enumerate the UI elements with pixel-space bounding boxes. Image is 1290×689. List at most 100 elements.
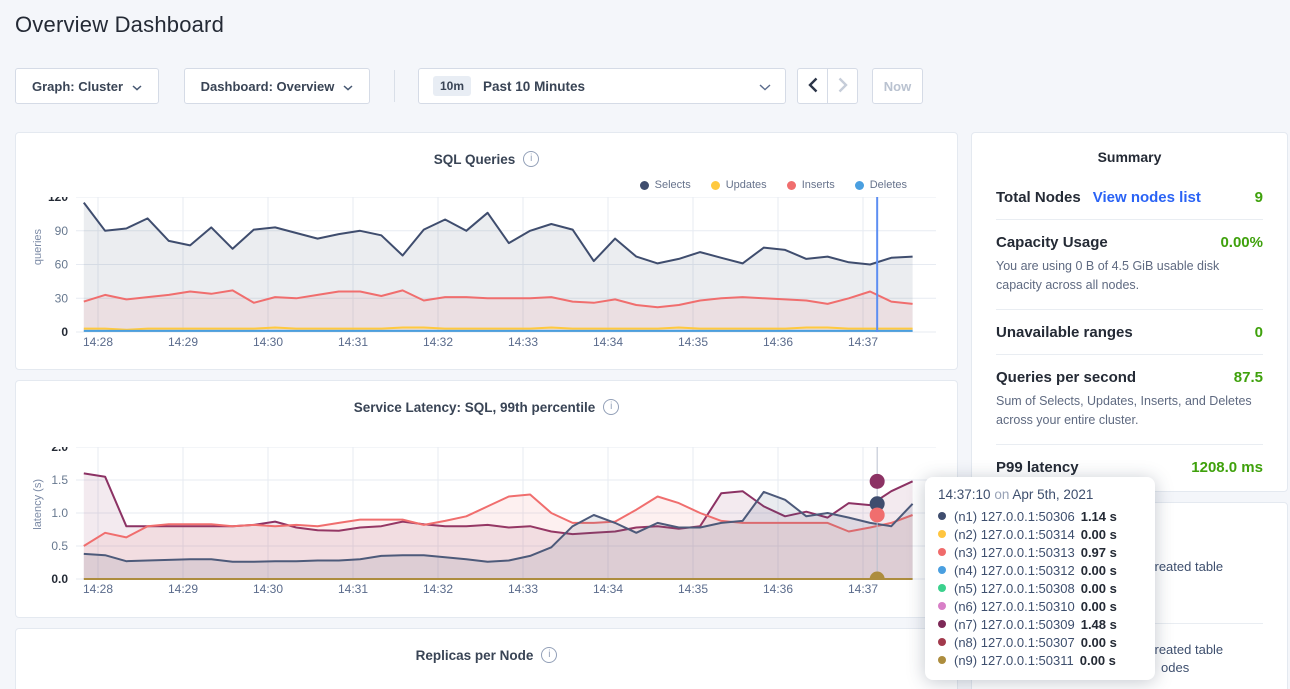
node-address: (n3) 127.0.0.1:50313 (954, 545, 1075, 560)
legend-label: Inserts (802, 179, 835, 191)
chevron-down-icon (343, 79, 353, 94)
tooltip-node-list: (n1) 127.0.0.1:503061.14 s(n2) 127.0.0.1… (938, 507, 1142, 669)
tooltip-connector: on (994, 487, 1009, 502)
time-range-selector[interactable]: 10m Past 10 Minutes (418, 68, 786, 104)
sql-chart-legend: Selects Updates Inserts Deletes (640, 179, 907, 191)
node-color-dot (938, 530, 946, 538)
dashboard-selector-label: Dashboard: Overview (201, 79, 335, 94)
legend-dot (855, 181, 864, 190)
queries-per-second-label: Queries per second (996, 369, 1136, 386)
node-color-dot (938, 656, 946, 664)
info-icon[interactable]: i (541, 647, 557, 663)
node-color-dot (938, 620, 946, 628)
node-address: (n1) 127.0.0.1:50306 (954, 509, 1075, 524)
legend-dot (787, 181, 796, 190)
chevron-left-icon (808, 77, 818, 96)
node-latency-value: 0.00 s (1081, 599, 1117, 614)
info-icon[interactable]: i (523, 151, 539, 167)
y-tick-label: 120 (48, 197, 68, 204)
service-latency-card: Service Latency: SQL, 99th percentile i … (15, 380, 958, 618)
toolbar-divider (394, 70, 395, 102)
hover-dot (870, 507, 885, 522)
replicas-per-node-card: Replicas per Node i (15, 628, 958, 689)
dashboard-selector-dropdown[interactable]: Dashboard: Overview (184, 68, 370, 104)
view-nodes-list-link[interactable]: View nodes list (1093, 189, 1201, 206)
summary-card: Summary Total Nodes View nodes list 9 Ca… (971, 132, 1288, 492)
tooltip-row: (n4) 127.0.0.1:503120.00 s (938, 561, 1142, 579)
tooltip-timestamp: 14:37:10 on Apr 5th, 2021 (938, 487, 1142, 502)
graph-selector-label: Graph: Cluster (32, 79, 123, 94)
legend-label: Updates (726, 179, 767, 191)
sql-queries-chart[interactable]: 14:2814:2914:3014:3114:3214:3314:3414:35… (31, 197, 946, 351)
unavailable-ranges-row: Unavailable ranges 0 (996, 310, 1263, 355)
x-tick-label: 14:37 (848, 335, 878, 349)
node-color-dot (938, 566, 946, 574)
node-address: (n7) 127.0.0.1:50309 (954, 617, 1075, 632)
total-nodes-label: Total Nodes (996, 189, 1081, 206)
node-color-dot (938, 602, 946, 610)
service-latency-chart[interactable]: 14:2814:2914:3014:3114:3214:3314:3414:35… (31, 447, 946, 599)
tooltip-row: (n1) 127.0.0.1:50306 1.14 s (938, 507, 1142, 525)
queries-per-second-row: Queries per second 87.5 Sum of Selects, … (996, 355, 1263, 445)
node-latency-value: 0.00 s (1080, 653, 1116, 668)
legend-item-selects[interactable]: Selects (640, 179, 691, 191)
total-nodes-value: 9 (1255, 189, 1263, 206)
event-row[interactable]: created table (1148, 642, 1223, 657)
tooltip-row: (n9) 127.0.0.1:503110.00 s (938, 651, 1142, 669)
legend-label: Deletes (870, 179, 907, 191)
node-latency-value: 1.14 s (1081, 509, 1117, 524)
now-button-label: Now (884, 79, 911, 94)
chevron-down-icon (759, 79, 771, 94)
capacity-usage-row: Capacity Usage 0.00% You are using 0 B o… (996, 220, 1263, 310)
graph-selector-dropdown[interactable]: Graph: Cluster (15, 68, 159, 104)
x-tick-label: 14:33 (508, 335, 538, 349)
node-address: (n8) 127.0.0.1:50307 (954, 635, 1075, 650)
sql-queries-chart-title: SQL Queries (434, 152, 516, 167)
queries-per-second-value: 87.5 (1234, 369, 1263, 386)
legend-item-updates[interactable]: Updates (711, 179, 767, 191)
node-color-dot (938, 548, 946, 556)
legend-dot (711, 181, 720, 190)
next-time-button[interactable] (827, 68, 858, 104)
node-address: (n2) 127.0.0.1:50314 (954, 527, 1075, 542)
sql-queries-card: SQL Queries i Selects Updates Inserts Delet… (15, 132, 958, 370)
y-tick-label: 0.5 (51, 539, 68, 553)
unavailable-ranges-label: Unavailable ranges (996, 324, 1133, 341)
x-tick-label: 14:35 (678, 582, 708, 596)
tooltip-row: (n2) 127.0.0.1:50314 0.00 s (938, 525, 1142, 543)
event-row[interactable]: created table (1148, 559, 1223, 574)
legend-item-deletes[interactable]: Deletes (855, 179, 907, 191)
y-tick-label: 60 (55, 258, 69, 272)
x-tick-label: 14:30 (253, 335, 283, 349)
capacity-usage-value: 0.00% (1220, 234, 1263, 251)
capacity-usage-description: You are using 0 B of 4.5 GiB usable disk… (996, 257, 1263, 296)
node-color-dot (938, 512, 946, 520)
info-icon[interactable]: i (603, 399, 619, 415)
now-button[interactable]: Now (872, 68, 923, 104)
prev-time-button[interactable] (797, 68, 828, 104)
node-latency-value: 0.97 s (1081, 545, 1117, 560)
tooltip-row: (n6) 127.0.0.1:503100.00 s (938, 597, 1142, 615)
node-latency-value: 0.00 s (1081, 527, 1117, 542)
tooltip-row: (n8) 127.0.0.1:50307 0.00 s (938, 633, 1142, 651)
x-tick-label: 14:35 (678, 335, 708, 349)
x-tick-label: 14:34 (593, 582, 623, 596)
queries-per-second-description: Sum of Selects, Updates, Inserts, and De… (996, 392, 1263, 431)
node-color-dot (938, 638, 946, 646)
y-tick-label: 0.0 (51, 572, 68, 586)
tooltip-date: Apr 5th, 2021 (1012, 487, 1093, 502)
node-address: (n4) 127.0.0.1:50312 (954, 563, 1075, 578)
x-tick-label: 14:32 (423, 582, 453, 596)
x-tick-label: 14:33 (508, 582, 538, 596)
replicas-chart-title: Replicas per Node (416, 648, 534, 663)
p99-latency-label: P99 latency (996, 459, 1079, 476)
event-row-detail[interactable]: odes (1161, 660, 1189, 675)
y-tick-label: 1.0 (51, 506, 68, 520)
tooltip-row: (n5) 127.0.0.1:503080.00 s (938, 579, 1142, 597)
page-title: Overview Dashboard (15, 12, 224, 38)
legend-item-inserts[interactable]: Inserts (787, 179, 835, 191)
unavailable-ranges-value: 0 (1255, 324, 1263, 341)
node-latency-value: 0.00 s (1081, 635, 1117, 650)
legend-label: Selects (655, 179, 691, 191)
y-tick-label: 1.5 (51, 473, 68, 487)
